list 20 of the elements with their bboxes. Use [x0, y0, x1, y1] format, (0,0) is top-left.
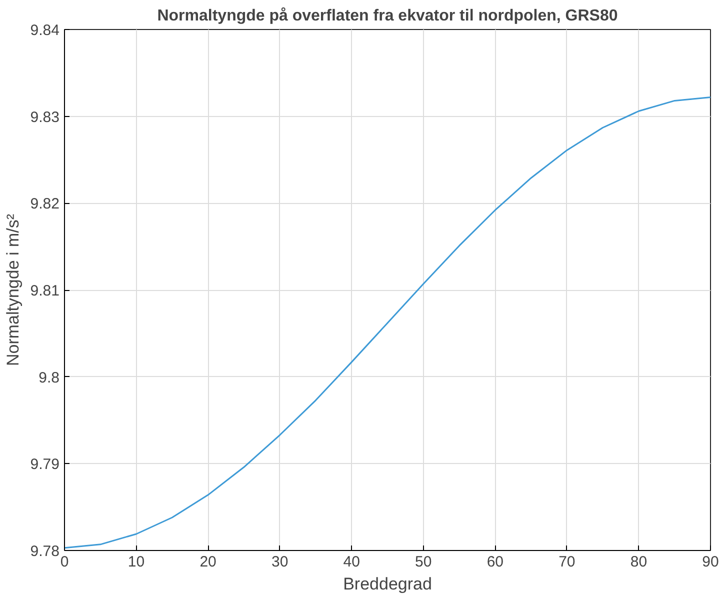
x-tick-label: 30 [271, 554, 288, 570]
x-tick-label: 20 [200, 554, 216, 570]
x-tick-label: 80 [630, 554, 648, 570]
x-tick-label: 50 [415, 554, 432, 570]
y-tick-label: 9.78 [30, 543, 60, 560]
y-tick-label: 9.83 [30, 108, 60, 126]
y-tick-label: 9.84 [30, 22, 60, 39]
x-tick-label: 90 [702, 554, 719, 570]
y-axis-title: Normaltyngde i m/s² [3, 214, 22, 366]
x-tick-label: 60 [486, 554, 504, 570]
y-tick-label: 9.82 [30, 196, 60, 213]
x-tick-label: 10 [128, 554, 145, 570]
x-tick-label: 0 [60, 554, 69, 570]
chart-title: Normaltyngde på overflaten fra ekvator til nordpolen, GRS80 [157, 6, 618, 24]
y-tick-label: 9.79 [30, 456, 60, 474]
x-axis-title: Breddegrad [343, 574, 432, 594]
x-tick-label: 40 [343, 554, 360, 570]
x-tick-label: 70 [558, 554, 576, 570]
y-tick-label: 9.81 [30, 282, 60, 300]
y-tick-label: 9.8 [38, 369, 60, 386]
